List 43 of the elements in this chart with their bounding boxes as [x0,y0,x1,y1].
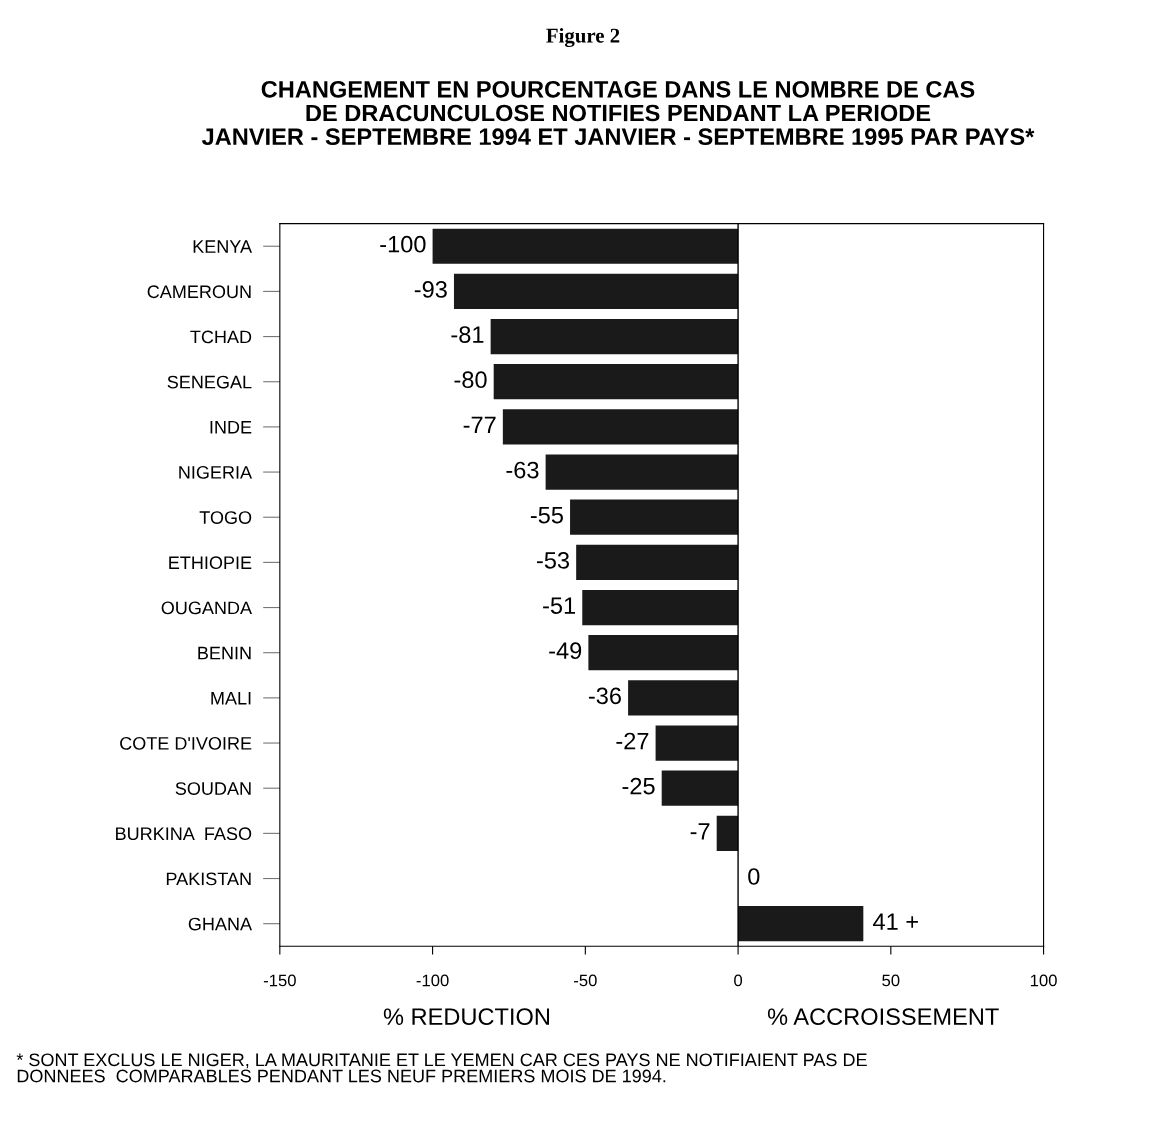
data-label: -100 [380,235,426,253]
y-tick-label: ETHIOPIE [169,556,252,570]
y-tick-label: GHANA [188,917,253,931]
y-tick-label: TCHAD [190,330,252,344]
y-tick-label: INDE [210,421,252,434]
data-label: -36 [588,687,621,705]
y-tick-label: NIGERIA [179,466,253,479]
x-tick-label: 50 [882,974,900,987]
data-label: -55 [530,507,563,524]
y-tick-label: BENIN [198,646,251,660]
x-axis-title: % REDUCTION [383,1008,549,1026]
x-tick-label: 0 [734,974,743,987]
data-label: 41 + [873,913,918,930]
y-tick-label: KENYA [193,240,253,253]
text: % ACCROISSEMENT [767,1008,999,1026]
y-tick-label: MALI [211,692,251,705]
data-label: 0 [748,868,760,885]
y-tick-label: PAKISTAN [166,872,251,886]
chart-subtitle: CHANGEMENT EN POURCENTAGE DANS LE NOMBRE DE CAS DE DRACUNCULOSE NOTIFIES PENDANT LA PERIODE JANVIER - SEPTEMBRE 1994 ET JANVIER - SEPTEMBRE 1995 PAR PAYS* [201,80,1035,146]
data-label: -25 [622,777,655,795]
data-label: -80 [454,371,487,389]
data-label: -81 [451,326,484,343]
data-label: -93 [414,281,447,298]
x-tick-label: -150 [263,974,296,987]
data-label: -77 [463,416,496,433]
data-label: -53 [536,552,570,569]
y-tick-label: BURKINA FASO [116,827,252,841]
data-label: -7 [690,823,710,840]
x-tick-label: -50 [574,974,597,987]
y-tick-label: CAMEROUN [147,285,251,299]
text: * SONT EXCLUS LE NIGER, LA MAURITANIE ET LE YEMEN CAR CES PAYS NE NOTIFIAIENT PAS DE DONNEES COMPARABLES PENDANT LES NEUF PREMIERS MOIS DE 1994. [16,1053,867,1083]
data-label: -51 [543,597,576,614]
data-label: -63 [506,461,539,479]
y-tick-label: OUGANDA [161,601,253,615]
data-label: -49 [549,642,582,660]
x-tick-label: 100 [1030,974,1057,987]
y-tick-label: COTE D'IVOIRE [120,736,252,750]
data-label: -27 [616,732,649,750]
y-tick-label: SENEGAL [167,375,252,389]
x-tick-label: -100 [416,974,449,987]
y-tick-label: TOGO [199,511,252,524]
chart-title: Figure 2 [546,27,620,48]
y-tick-label: SOUDAN [175,782,251,795]
